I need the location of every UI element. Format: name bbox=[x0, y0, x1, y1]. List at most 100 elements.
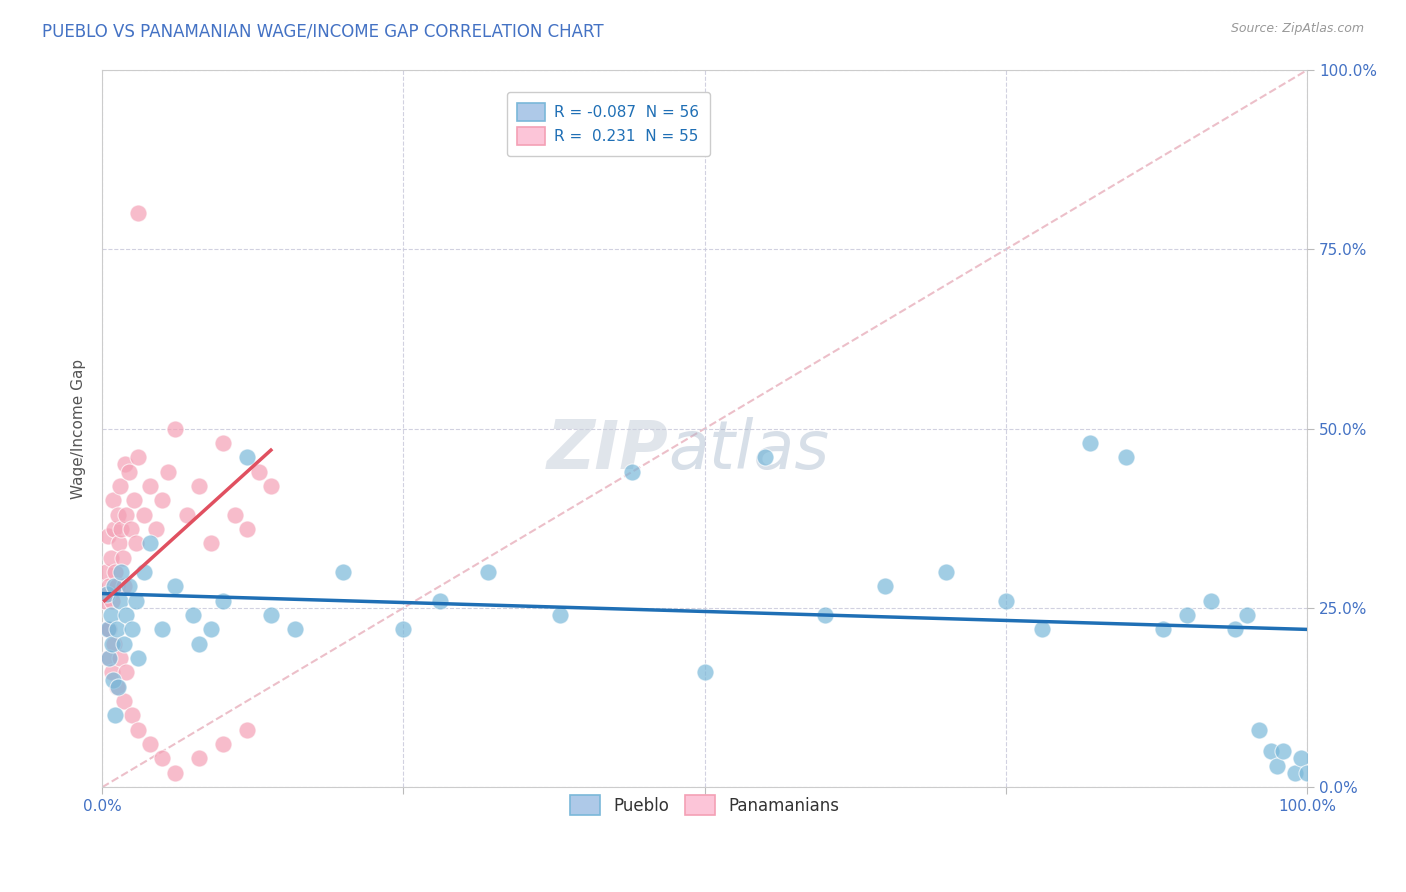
Point bbox=[211, 436, 233, 450]
Point bbox=[127, 206, 149, 220]
Point bbox=[152, 493, 174, 508]
Point bbox=[100, 608, 122, 623]
Text: atlas: atlas bbox=[668, 417, 830, 483]
Point bbox=[121, 623, 143, 637]
Point bbox=[429, 593, 451, 607]
Point bbox=[98, 651, 121, 665]
Point bbox=[875, 579, 897, 593]
Point bbox=[211, 737, 233, 751]
Point bbox=[118, 465, 141, 479]
Text: ZIP: ZIP bbox=[547, 417, 668, 483]
Point bbox=[111, 550, 134, 565]
Point bbox=[1078, 436, 1101, 450]
Point bbox=[994, 593, 1017, 607]
Point bbox=[101, 665, 124, 680]
Point bbox=[125, 593, 148, 607]
Point bbox=[1199, 593, 1222, 607]
Point bbox=[236, 723, 259, 737]
Point bbox=[97, 623, 120, 637]
Point bbox=[693, 665, 716, 680]
Point bbox=[548, 608, 571, 623]
Point bbox=[152, 623, 174, 637]
Point bbox=[127, 651, 149, 665]
Point bbox=[110, 565, 132, 579]
Point bbox=[187, 479, 209, 493]
Point bbox=[1223, 623, 1246, 637]
Point bbox=[115, 508, 138, 522]
Point bbox=[107, 508, 129, 522]
Point bbox=[125, 536, 148, 550]
Point bbox=[200, 536, 222, 550]
Point bbox=[127, 450, 149, 465]
Point bbox=[163, 579, 186, 593]
Point bbox=[115, 608, 138, 623]
Point bbox=[187, 751, 209, 765]
Point bbox=[332, 565, 354, 579]
Point bbox=[93, 593, 115, 607]
Point bbox=[100, 550, 122, 565]
Point bbox=[108, 536, 131, 550]
Point bbox=[1031, 623, 1053, 637]
Point bbox=[139, 479, 162, 493]
Point bbox=[103, 637, 125, 651]
Point bbox=[114, 458, 136, 472]
Point bbox=[236, 522, 259, 536]
Point bbox=[152, 751, 174, 765]
Point bbox=[477, 565, 499, 579]
Point bbox=[1115, 450, 1137, 465]
Point bbox=[104, 708, 127, 723]
Point bbox=[284, 623, 307, 637]
Point bbox=[110, 522, 132, 536]
Point bbox=[101, 593, 124, 607]
Point bbox=[392, 623, 415, 637]
Point bbox=[621, 465, 644, 479]
Point bbox=[1236, 608, 1258, 623]
Point bbox=[97, 529, 120, 543]
Point bbox=[112, 637, 135, 651]
Point bbox=[139, 737, 162, 751]
Point bbox=[145, 522, 167, 536]
Point bbox=[94, 565, 117, 579]
Point bbox=[107, 680, 129, 694]
Point bbox=[163, 422, 186, 436]
Point bbox=[1289, 751, 1312, 765]
Point bbox=[122, 493, 145, 508]
Legend: Pueblo, Panamanians: Pueblo, Panamanians bbox=[560, 785, 849, 825]
Point bbox=[96, 586, 118, 600]
Point bbox=[187, 637, 209, 651]
Point bbox=[127, 723, 149, 737]
Point bbox=[260, 479, 283, 493]
Point bbox=[110, 479, 132, 493]
Point bbox=[1296, 765, 1319, 780]
Point bbox=[96, 623, 118, 637]
Point bbox=[110, 593, 132, 607]
Point bbox=[1284, 765, 1306, 780]
Point bbox=[211, 593, 233, 607]
Point bbox=[754, 450, 776, 465]
Point bbox=[103, 579, 125, 593]
Point bbox=[200, 623, 222, 637]
Point bbox=[103, 522, 125, 536]
Point bbox=[101, 637, 124, 651]
Point bbox=[157, 465, 180, 479]
Point bbox=[176, 508, 198, 522]
Point bbox=[97, 651, 120, 665]
Point bbox=[112, 579, 135, 593]
Text: Source: ZipAtlas.com: Source: ZipAtlas.com bbox=[1230, 22, 1364, 36]
Point bbox=[104, 565, 127, 579]
Point bbox=[134, 565, 156, 579]
Point bbox=[1265, 758, 1288, 772]
Point bbox=[236, 450, 259, 465]
Point bbox=[105, 680, 128, 694]
Point bbox=[260, 608, 283, 623]
Point bbox=[1247, 723, 1270, 737]
Point bbox=[98, 579, 121, 593]
Point bbox=[1152, 623, 1174, 637]
Point bbox=[814, 608, 837, 623]
Text: PUEBLO VS PANAMANIAN WAGE/INCOME GAP CORRELATION CHART: PUEBLO VS PANAMANIAN WAGE/INCOME GAP COR… bbox=[42, 22, 603, 40]
Point bbox=[115, 665, 138, 680]
Point bbox=[935, 565, 957, 579]
Point bbox=[101, 673, 124, 687]
Point bbox=[118, 579, 141, 593]
Point bbox=[1272, 744, 1295, 758]
